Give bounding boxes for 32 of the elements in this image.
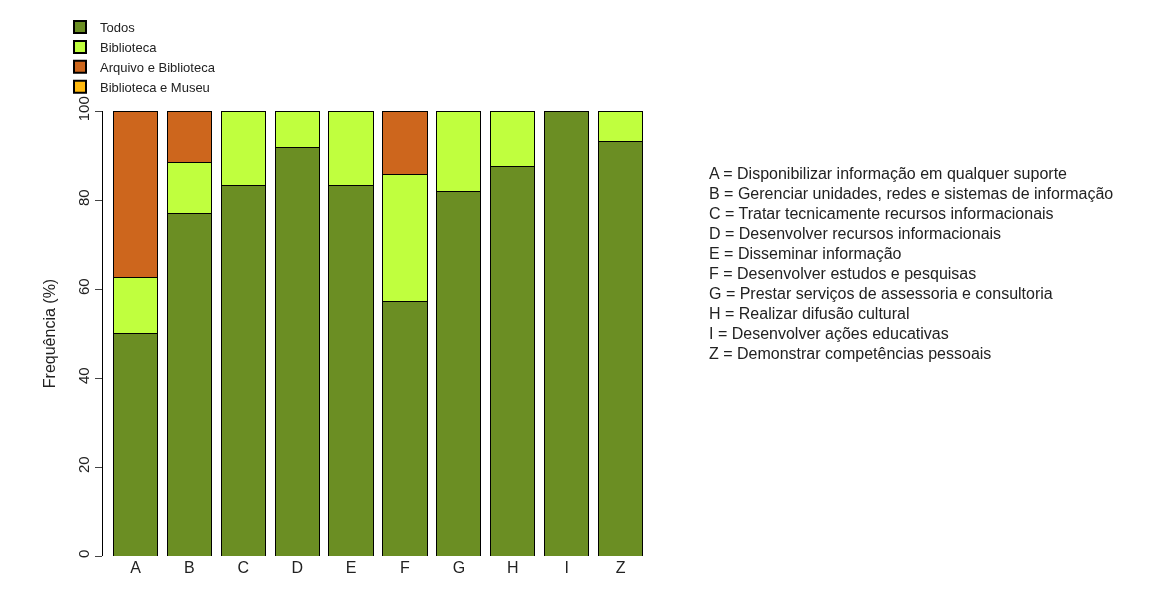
y-axis-title: Frequência (%): [41, 278, 59, 389]
x-tick-label: C: [237, 559, 250, 576]
legend-label: Biblioteca e Museu: [100, 79, 210, 95]
x-tick-label: F: [400, 559, 411, 576]
text: B = Gerenciar unidades, redes e sistemas de informação: [709, 185, 1114, 202]
text: F = Desenvolver estudos e pesquisas: [709, 265, 977, 282]
x-tick-label: Z: [615, 559, 626, 576]
x-tick-label: B: [184, 559, 195, 576]
x-tick-label: D: [291, 559, 303, 576]
x-tick-label: G: [452, 559, 466, 576]
y-tick-label: 100: [75, 96, 93, 122]
x-tick-label: I: [564, 559, 569, 576]
x-tick-label: H: [506, 559, 519, 576]
x-tick-label: E: [345, 559, 357, 576]
text: G = Prestar serviços de assessoria e consultoria: [709, 285, 1053, 302]
text: Z = Demonstrar competências pessoais: [709, 345, 992, 362]
text: I = Desenvolver ações educativas: [709, 325, 949, 342]
legend-label: Todos: [100, 20, 136, 36]
text: E = Disseminar informação: [709, 245, 902, 262]
y-tick-label: 60: [75, 278, 93, 296]
text: A = Disponibilizar informação em qualquer suporte: [709, 165, 1068, 182]
legend-label: Arquivo e Biblioteca: [100, 59, 216, 75]
y-tick-label: 0: [75, 549, 93, 558]
y-tick-label: 20: [75, 456, 93, 474]
y-tick-label: 40: [75, 367, 93, 385]
bar: [544, 111, 590, 556]
legend-label: Biblioteca: [100, 40, 158, 56]
text: C = Tratar tecnicamente recursos informacionais: [709, 205, 1054, 222]
y-tick-label: 80: [75, 189, 93, 207]
x-tick-label: A: [130, 559, 142, 576]
text: D = Desenvolver recursos informacionais: [709, 225, 1002, 242]
text: H = Realizar difusão cultural: [709, 305, 910, 322]
